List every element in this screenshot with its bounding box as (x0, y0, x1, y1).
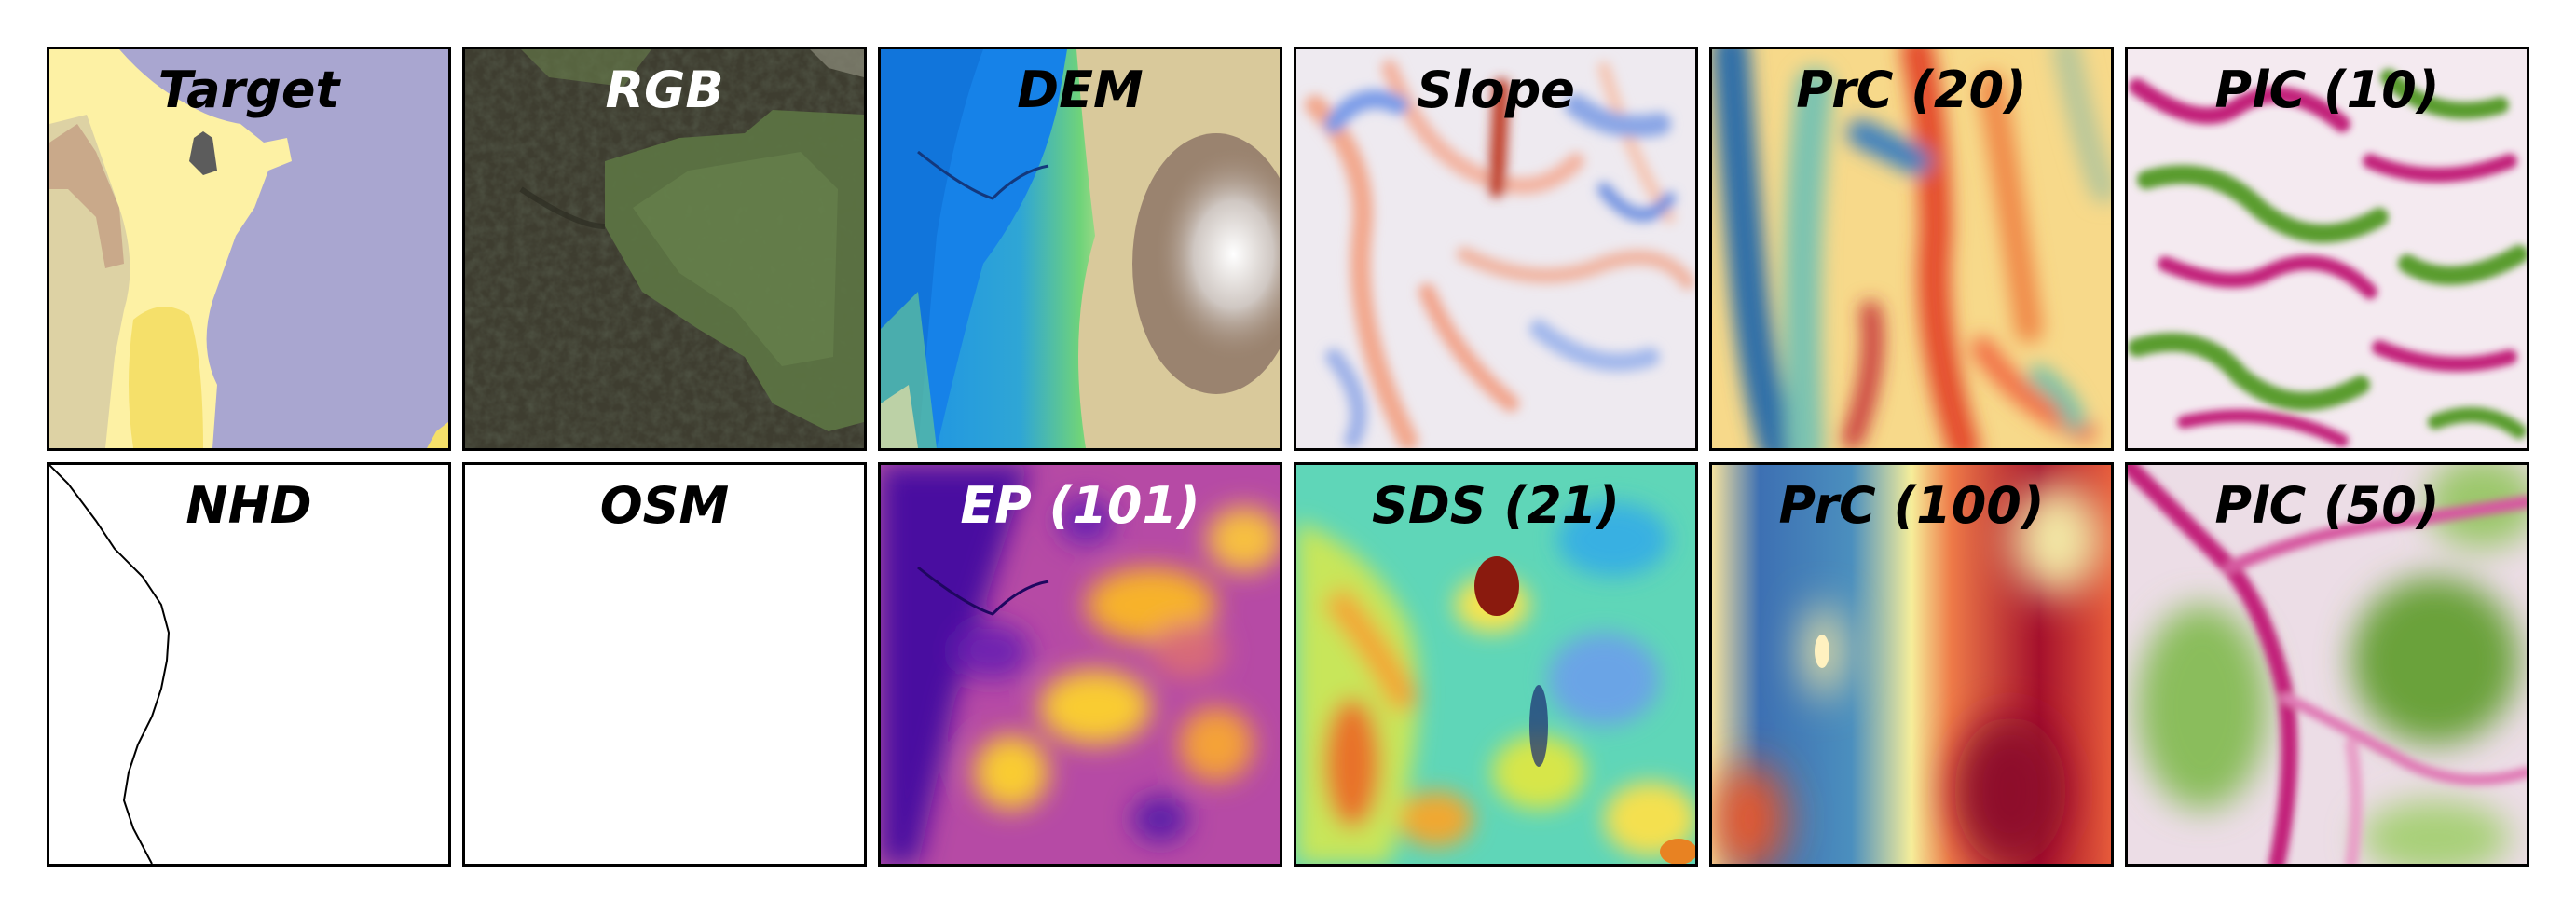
panel-title: PrC (100) (1778, 476, 2045, 535)
plan-curvature-10-map (2128, 49, 2527, 448)
panel-title: PlC (50) (2214, 476, 2440, 535)
sds-21-map (1296, 465, 1695, 864)
rgb-aerial-image (465, 49, 864, 448)
sds-21-panel: SDS (21) (1294, 462, 1698, 867)
elevation-percentile-101-panel: EP (101) (878, 462, 1282, 867)
osm-panel: OSM (462, 462, 867, 867)
nhd-stream-map (49, 465, 448, 864)
plan-curvature-50-panel: PlC (50) (2125, 462, 2529, 867)
panel-title: Slope (1417, 61, 1575, 119)
panel-title: Target (158, 61, 340, 119)
slope-panel: Slope (1294, 47, 1698, 451)
plan-curvature-50-map (2128, 465, 2527, 864)
panel-title: NHD (185, 476, 312, 535)
plan-curvature-10-panel: PlC (10) (2125, 47, 2529, 451)
profile-curvature-20-map (1712, 49, 2111, 448)
profile-curvature-100-panel: PrC (100) (1709, 462, 2114, 867)
dem-panel: DEM (878, 47, 1282, 451)
dem-elevation-map (881, 49, 1280, 448)
nhd-panel: NHD (47, 462, 451, 867)
elevation-percentile-101-map (881, 465, 1280, 864)
rgb-panel: RGB (462, 47, 867, 451)
target-panel: Target (47, 47, 451, 451)
panel-title: PlC (10) (2214, 61, 2440, 119)
panel-title: DEM (1017, 61, 1144, 119)
panel-title: PrC (20) (1796, 61, 2027, 119)
slope-map (1296, 49, 1695, 448)
panel-title: SDS (21) (1372, 476, 1620, 535)
panel-title: RGB (605, 61, 724, 119)
panel-title: OSM (599, 476, 730, 535)
panel-title: EP (101) (960, 476, 1200, 535)
profile-curvature-100-map (1712, 465, 2111, 864)
profile-curvature-20-panel: PrC (20) (1709, 47, 2114, 451)
target-map (49, 49, 448, 448)
